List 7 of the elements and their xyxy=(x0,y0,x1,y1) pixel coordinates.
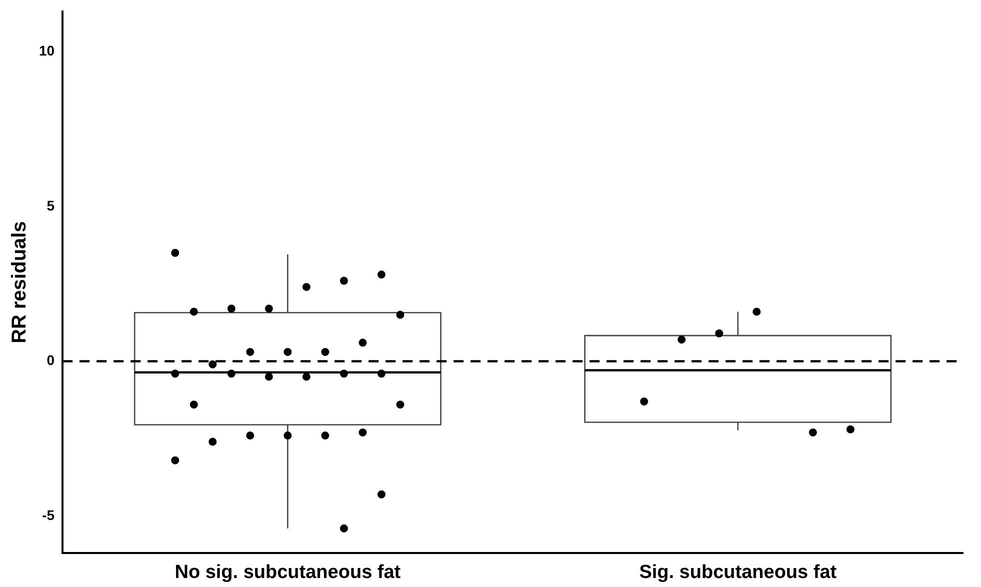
y-tick-label: 5 xyxy=(46,197,55,214)
y-tick-label: 10 xyxy=(38,42,55,59)
y-tick-label: 0 xyxy=(46,352,55,368)
y-axis-title: RR residuals xyxy=(8,221,31,344)
x-tick-label: No sig. subcutaneous fat xyxy=(174,562,402,583)
x-tick-label: Sig. subcutaneous fat xyxy=(639,562,838,583)
y-tick-label: -5 xyxy=(42,506,55,523)
